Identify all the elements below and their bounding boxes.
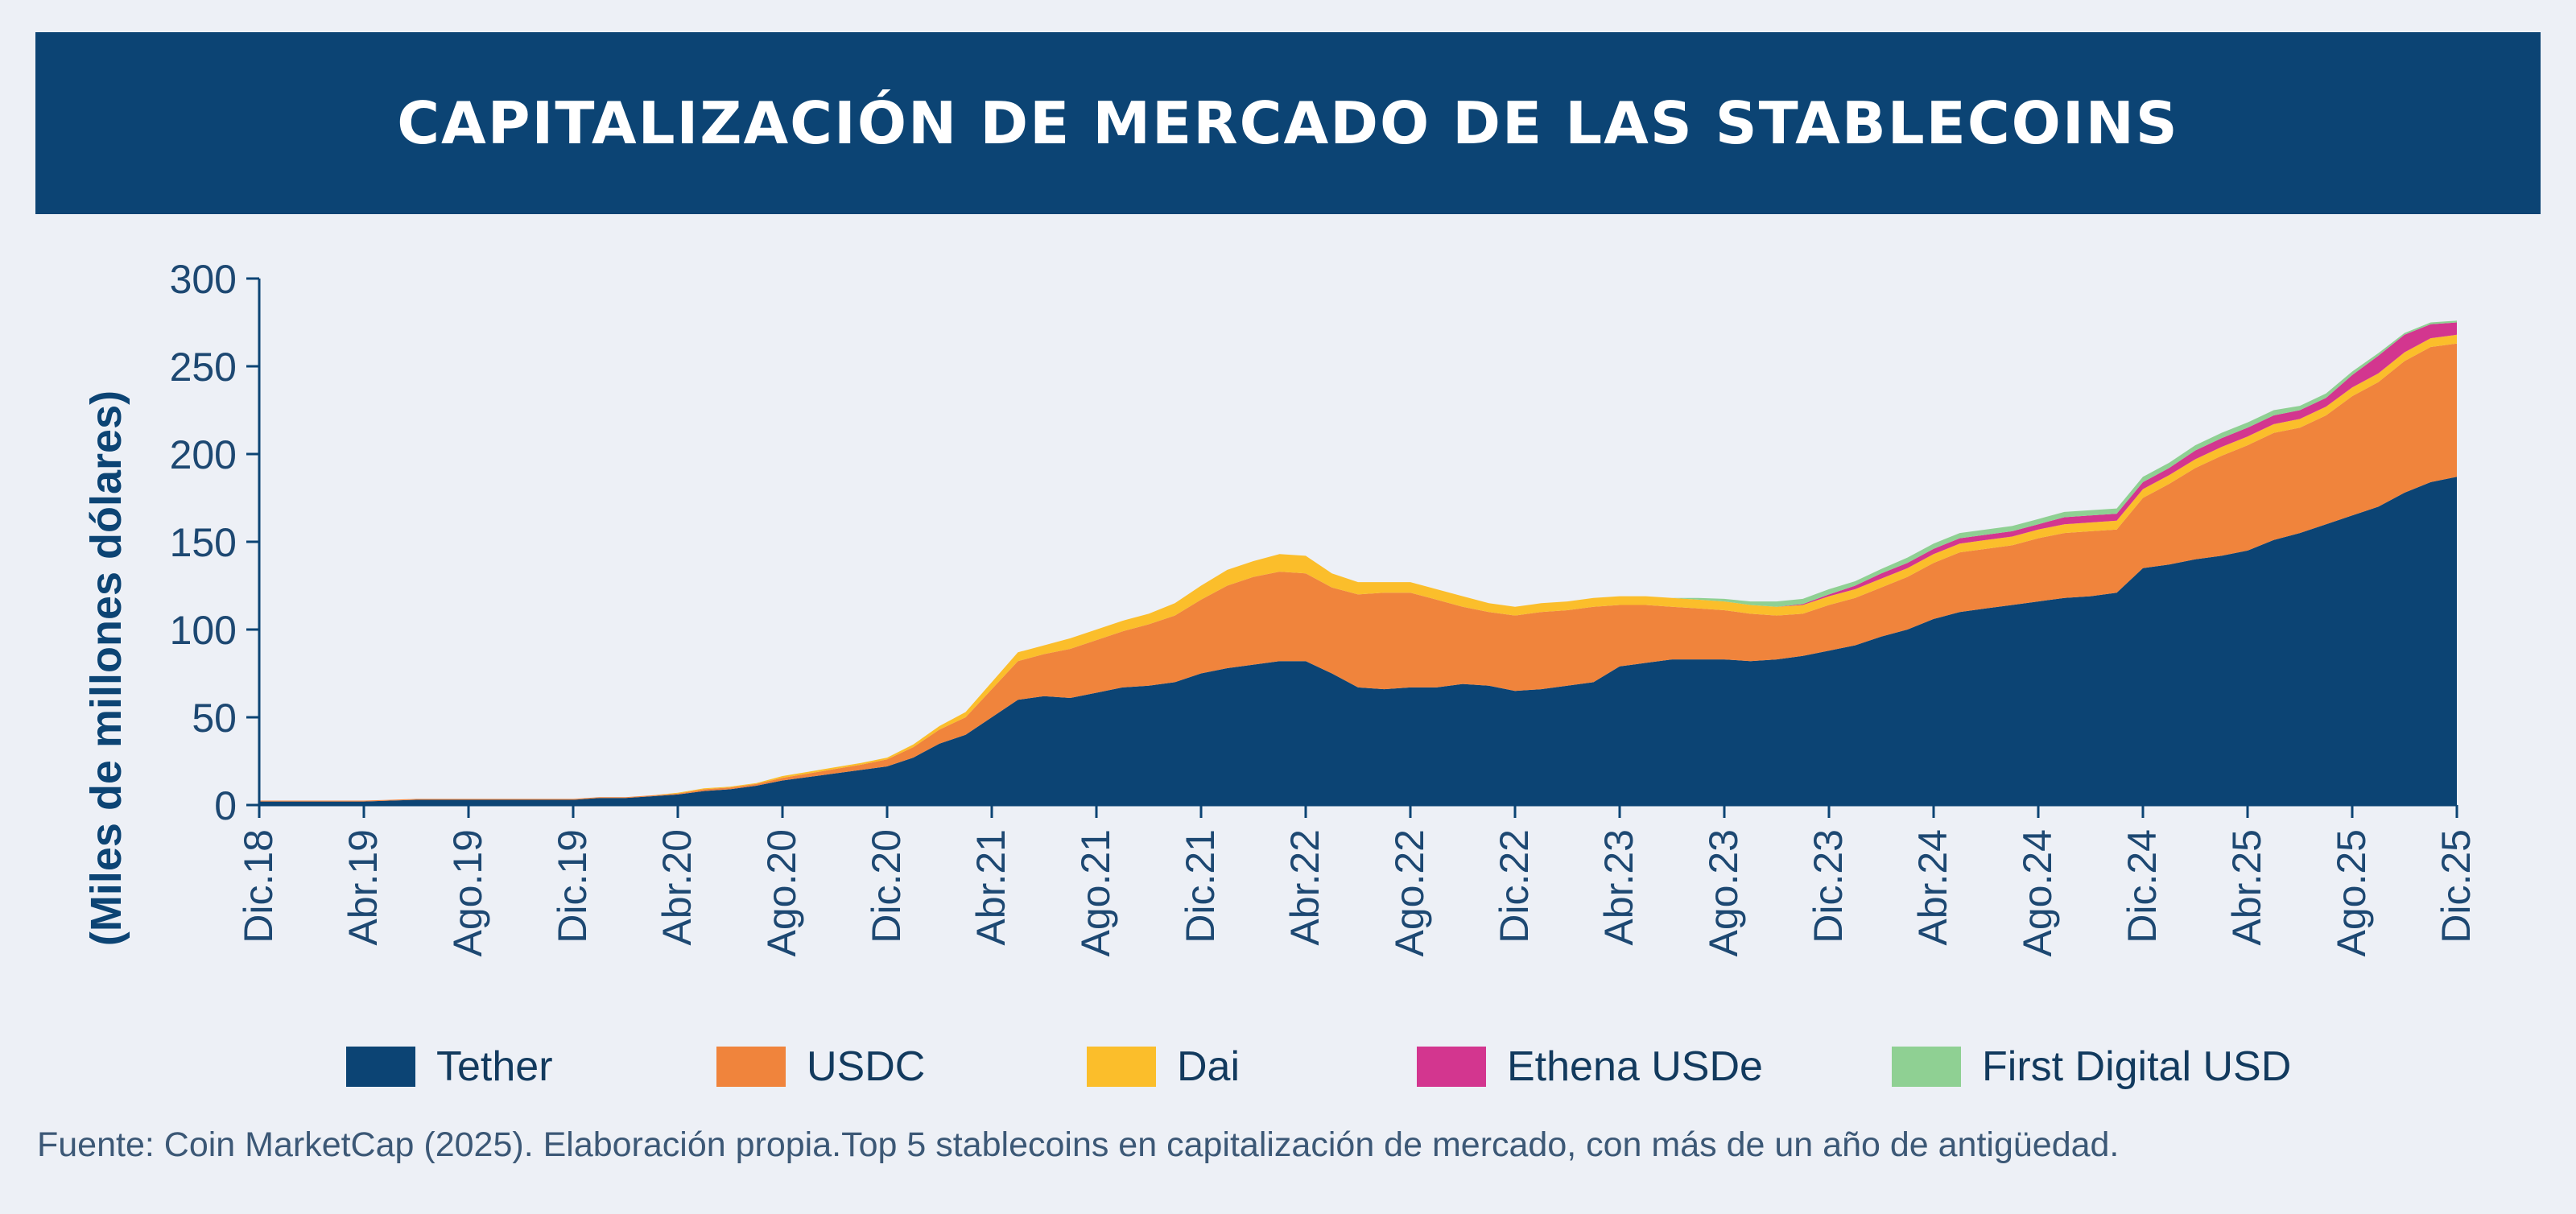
x-tick-label: Dic.24 <box>2120 829 2165 944</box>
legend-item: USDC <box>716 1039 925 1095</box>
y-tick-label: 250 <box>170 345 237 390</box>
x-tick-label: Dic.21 <box>1178 829 1223 944</box>
y-tick-label: 200 <box>170 432 237 477</box>
legend-swatch <box>1087 1047 1156 1087</box>
x-tick-label: Abr.24 <box>1910 829 1955 946</box>
x-tick-label: Dic.18 <box>236 829 281 944</box>
x-tick-label: Ago.22 <box>1387 829 1432 956</box>
x-tick-label: Ago.25 <box>2329 829 2374 956</box>
x-tick-label: Abr.19 <box>341 829 386 946</box>
x-tick-label: Ago.20 <box>759 829 804 956</box>
chart-legend: Tether USDC Dai Ethena USDe First Digital US… <box>0 1039 2576 1095</box>
x-tick-label: Dic.22 <box>1492 829 1537 944</box>
legend-swatch <box>1417 1047 1486 1087</box>
x-tick-label: Dic.25 <box>2434 829 2479 944</box>
x-tick-label: Dic.19 <box>550 829 595 944</box>
legend-label: Tether <box>436 1043 553 1090</box>
title-bar: CAPITALIZACIÓN DE MERCADO DE LAS STABLEC… <box>35 32 2541 214</box>
x-tick-label: Dic.23 <box>1806 829 1851 944</box>
legend-label: USDC <box>807 1043 926 1090</box>
x-tick-label: Ago.24 <box>2015 829 2060 956</box>
legend-item: Ethena USDe <box>1417 1039 1763 1095</box>
y-axis-title: (Miles de millones dólares) <box>82 390 130 946</box>
y-tick-label: 150 <box>170 520 237 565</box>
y-tick-label: 300 <box>170 257 237 302</box>
legend-swatch <box>716 1047 786 1087</box>
legend-item: First Digital USD <box>1892 1039 2291 1095</box>
x-tick-label: Abr.20 <box>654 829 700 946</box>
legend-label: First Digital USD <box>1982 1043 2292 1090</box>
x-tick-label: Dic.20 <box>864 829 909 944</box>
x-tick-label: Abr.23 <box>1596 829 1641 946</box>
legend-item: Tether <box>346 1039 553 1095</box>
legend-label: Ethena USDe <box>1507 1043 1763 1090</box>
x-tick-label: Abr.25 <box>2224 829 2269 946</box>
chart-title: CAPITALIZACIÓN DE MERCADO DE LAS STABLEC… <box>397 89 2179 157</box>
y-tick-label: 50 <box>192 696 237 741</box>
stacked-area-chart: 0 50 100 150 200 250 300 Dic.18 Abr.19 Ago.19 Dic.… <box>82 257 2479 956</box>
legend-label: Dai <box>1177 1043 1241 1090</box>
series-area-usdc <box>259 343 2457 802</box>
x-tick-label: Ago.23 <box>1701 829 1746 956</box>
y-tick-label: 0 <box>214 783 237 828</box>
legend-swatch <box>346 1047 415 1087</box>
x-tick-label: Abr.21 <box>968 829 1013 946</box>
series-area-tether <box>259 477 2457 805</box>
x-tick-label: Abr.22 <box>1282 829 1327 946</box>
y-tick-label: 100 <box>170 608 237 653</box>
legend-item: Dai <box>1087 1039 1240 1095</box>
legend-swatch <box>1892 1047 1961 1087</box>
source-note: Fuente: Coin MarketCap (2025). Elaboraci… <box>37 1125 2120 1164</box>
x-tick-label: Ago.21 <box>1073 829 1118 956</box>
x-tick-label: Ago.19 <box>445 829 490 956</box>
